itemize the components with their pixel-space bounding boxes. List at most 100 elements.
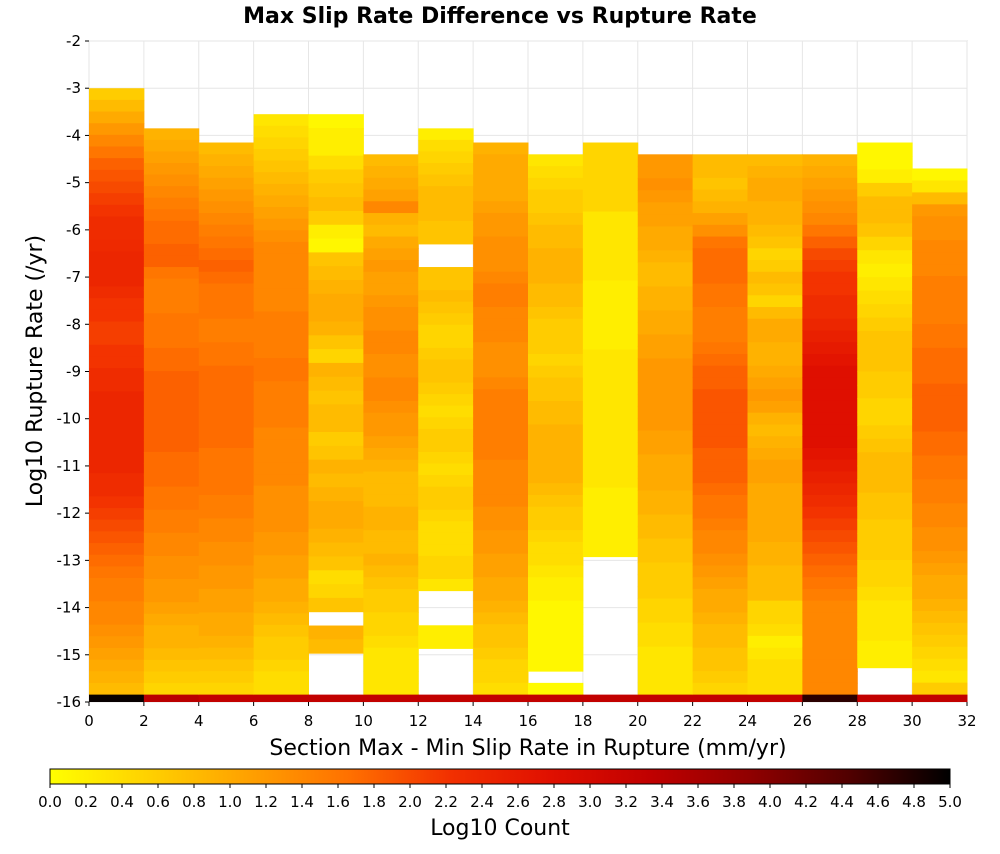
heatmap-cell [198,436,255,449]
heatmap-cell-bottom [747,694,803,702]
heatmap-cell [198,353,255,367]
heatmap-cell [253,172,309,185]
heatmap-cell [912,515,968,528]
colorbar-tick-label: 2.2 [434,793,458,811]
heatmap-cell [692,330,748,343]
heatmap-cell [198,671,255,684]
heatmap-cell [89,111,145,124]
heatmap-cell [253,590,309,603]
heatmap-cell [857,182,913,197]
heatmap-cell [528,400,584,414]
heatmap-cell [363,483,419,496]
heatmap-cell [89,682,145,696]
heatmap-cell [198,189,255,202]
heatmap-cell [143,521,200,534]
heatmap-cells [89,88,968,702]
heatmap-cell [692,353,748,367]
heatmap-cell [198,553,255,566]
heatmap-cell [143,174,200,187]
heatmap-cell [857,398,913,413]
heatmap-cell [143,602,200,615]
heatmap-cell [912,311,968,325]
x-tick-label: 4 [194,712,204,730]
heatmap-cell [198,365,255,378]
heatmap-cell [857,277,913,292]
heatmap-cell [473,577,529,590]
heatmap-cell [89,461,145,474]
heatmap-cell [418,371,474,384]
heatmap-cell [857,506,913,521]
heatmap-cell [637,610,694,624]
heatmap-cell [802,600,858,613]
heatmap-cell [637,514,694,528]
heatmap-cell [528,577,584,590]
heatmap-cell [637,478,694,492]
heatmap-cell [308,252,364,267]
heatmap-cell [418,336,474,349]
heatmap-cell [253,253,309,266]
heatmap-cell [912,276,968,289]
heatmap-cell [912,419,968,433]
heatmap-cell [418,267,474,280]
heatmap-cell [802,459,858,472]
heatmap-cell [89,449,145,462]
heatmap-cell [692,260,748,273]
heatmap-cell [89,169,145,183]
heatmap-cell [89,309,145,322]
heatmap-cell [143,290,200,303]
heatmap-cell [637,358,694,371]
heatmap-cell [473,483,529,496]
heatmap-cell [747,518,803,531]
heatmap-cell [528,424,584,437]
heatmap-cell [308,597,364,613]
heatmap-cell [363,260,419,273]
heatmap-cell [692,224,748,238]
heatmap-cell [308,266,364,281]
heatmap-cell [637,418,694,431]
heatmap-cell [473,389,529,402]
heatmap-cell [912,228,968,241]
heatmap-cell [253,265,309,278]
heatmap-cell [637,562,694,576]
heatmap-cell [143,186,200,199]
x-tick-label: 24 [738,712,757,730]
heatmap-cell [637,442,694,455]
heatmap-cell [363,213,419,226]
heatmap-cell [253,427,309,440]
heatmap-cell [143,232,200,245]
heatmap-cell [198,283,255,296]
heatmap-cell [363,436,419,449]
heatmap-cell [528,260,584,273]
heatmap-cell [363,635,419,649]
heatmap-cell [857,627,913,642]
heatmap-cell-bottom [308,694,364,702]
heatmap-cell [198,483,255,496]
heatmap-cell [857,331,913,346]
heatmap-cell [692,400,748,414]
heatmap-cell [637,646,694,660]
heatmap-cell [802,201,858,214]
heatmap-cell [363,236,419,249]
heatmap-cell [308,625,364,640]
colorbar-tick-label: 1.2 [254,793,278,811]
heatmap-cell [308,459,364,475]
heatmap-cell [418,197,474,210]
heatmap-cell [692,189,748,202]
heatmap-cell [473,553,529,566]
heatmap-cell [143,313,200,326]
heatmap-cell [857,290,913,305]
heatmap-cell [473,283,529,296]
heatmap-cell [692,565,748,578]
heatmap-cell [857,236,913,251]
heatmap-cell [802,389,858,402]
heatmap-cell [747,600,803,613]
heatmap-cell [473,600,529,613]
heatmap-cell [802,353,858,367]
heatmap-cell [802,530,858,543]
heatmap-cell [308,321,364,336]
heatmap-cell [473,624,529,637]
heatmap-cell [253,543,309,556]
heatmap-cell [802,342,858,355]
heatmap-cell [418,405,474,418]
